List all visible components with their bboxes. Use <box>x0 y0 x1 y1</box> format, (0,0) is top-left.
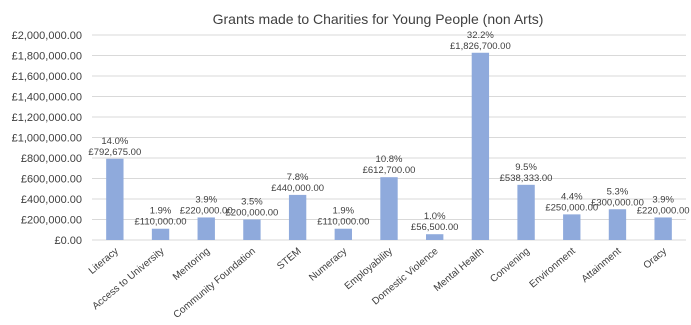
y-tick-label: £600,000.00 <box>21 174 82 186</box>
bar <box>471 52 490 241</box>
x-tick-label: Convening <box>488 246 532 285</box>
bar <box>106 158 124 240</box>
x-tick-label: Literacy <box>87 246 121 277</box>
x-tick-label: Mentoring <box>171 246 212 283</box>
bar <box>334 228 352 240</box>
percent-label: 9.5% <box>515 162 537 173</box>
value-label: £612,700.00 <box>363 165 416 176</box>
y-tick-label: £400,000.00 <box>21 194 82 206</box>
value-label: £440,000.00 <box>271 183 324 194</box>
x-tick-label: Attainment <box>580 246 624 285</box>
value-label: £1,826,700.00 <box>450 41 511 52</box>
percent-label: 14.0% <box>101 136 128 147</box>
y-tick-label: £800,000.00 <box>21 153 82 165</box>
percent-label: 1.9% <box>150 206 172 217</box>
bars <box>106 52 672 241</box>
x-tick-label: STEM <box>275 246 303 272</box>
bar <box>243 219 261 240</box>
bar <box>380 177 398 240</box>
percent-label: 4.4% <box>561 191 583 202</box>
value-label: £538,333.00 <box>500 173 553 184</box>
y-axis-ticks: £0.00 £200,000.00 £400,000.00 £600,000.00 £8… <box>12 30 82 247</box>
value-label: £220,000.00 <box>637 205 690 216</box>
percent-label: 3.9% <box>652 194 674 205</box>
chart-title: Grants made to Charities for Young Peopl… <box>213 11 544 27</box>
value-label: £250,000.00 <box>545 202 598 213</box>
value-label: £110,000.00 <box>134 217 186 228</box>
value-label: £110,000.00 <box>317 217 369 228</box>
y-tick-label: £1,800,000.00 <box>12 51 82 63</box>
bar <box>563 214 581 240</box>
y-tick-label: £1,400,000.00 <box>12 92 82 104</box>
x-tick-label: Numeracy <box>307 246 349 284</box>
data-labels: 14.0%£792,675.001.9%£110,000.003.9%£220,… <box>88 30 689 233</box>
percent-label: 1.0% <box>424 211 446 222</box>
y-tick-label: £1,000,000.00 <box>12 133 82 145</box>
x-tick-label: Mental Health <box>432 246 486 294</box>
y-tick-label: £1,200,000.00 <box>12 112 82 124</box>
bar <box>426 234 444 240</box>
y-tick-label: £0.00 <box>54 235 82 247</box>
bar <box>517 184 535 240</box>
bar <box>151 228 170 240</box>
value-label: £220,000.00 <box>180 205 233 216</box>
percent-label: 3.9% <box>195 194 217 205</box>
value-label: £56,500.00 <box>411 222 459 233</box>
bar <box>288 194 307 240</box>
bar <box>197 217 215 240</box>
percent-label: 3.5% <box>241 197 263 208</box>
value-label: £200,000.00 <box>226 208 279 219</box>
value-label: £792,675.00 <box>88 147 141 158</box>
x-tick-label: Oracy <box>642 246 670 272</box>
x-tick-label: Environment <box>528 246 578 291</box>
bar <box>608 209 627 240</box>
percent-label: 5.3% <box>607 186 629 197</box>
percent-label: 10.8% <box>376 154 403 165</box>
y-tick-label: £1,600,000.00 <box>12 71 82 83</box>
percent-label: 32.2% <box>467 30 494 41</box>
value-label: £300,000.00 <box>591 197 644 208</box>
gridlines <box>92 34 686 241</box>
percent-label: 7.8% <box>287 172 309 183</box>
y-tick-label: £200,000.00 <box>21 215 82 227</box>
percent-label: 1.9% <box>332 206 354 217</box>
y-tick-label: £2,000,000.00 <box>12 30 82 42</box>
x-tick-label: Community Foundation <box>172 246 258 320</box>
bar <box>654 217 672 240</box>
